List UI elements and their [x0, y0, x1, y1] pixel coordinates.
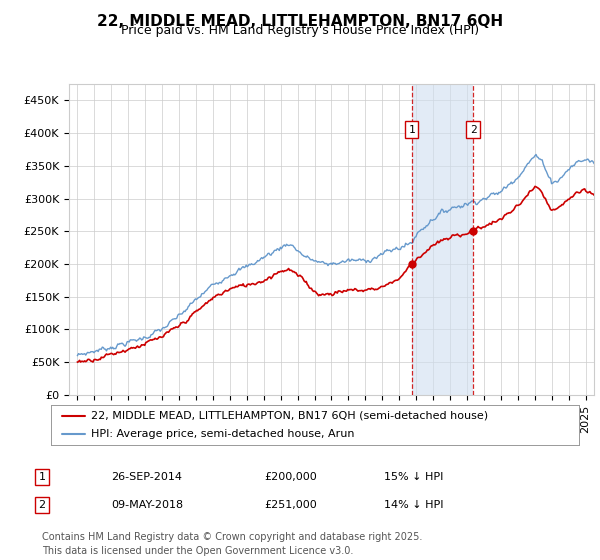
Text: £251,000: £251,000 [264, 500, 317, 510]
Text: £200,000: £200,000 [264, 472, 317, 482]
Text: 2: 2 [38, 500, 46, 510]
Text: 22, MIDDLE MEAD, LITTLEHAMPTON, BN17 6QH (semi-detached house): 22, MIDDLE MEAD, LITTLEHAMPTON, BN17 6QH… [91, 411, 488, 421]
Text: 15% ↓ HPI: 15% ↓ HPI [384, 472, 443, 482]
Text: 09-MAY-2018: 09-MAY-2018 [111, 500, 183, 510]
Bar [412, 84, 473, 395]
Text: 22, MIDDLE MEAD, LITTLEHAMPTON, BN17 6QH: 22, MIDDLE MEAD, LITTLEHAMPTON, BN17 6QH [97, 14, 503, 29]
Text: Price paid vs. HM Land Registry's House Price Index (HPI): Price paid vs. HM Land Registry's House … [121, 24, 479, 37]
Text: 14% ↓ HPI: 14% ↓ HPI [384, 500, 443, 510]
Text: 2: 2 [470, 125, 476, 135]
Text: HPI: Average price, semi-detached house, Arun: HPI: Average price, semi-detached house,… [91, 430, 354, 439]
Text: 26-SEP-2014: 26-SEP-2014 [111, 472, 182, 482]
Text: Contains HM Land Registry data © Crown copyright and database right 2025.
This d: Contains HM Land Registry data © Crown c… [42, 533, 422, 556]
Text: 1: 1 [38, 472, 46, 482]
Text: 1: 1 [409, 125, 415, 135]
